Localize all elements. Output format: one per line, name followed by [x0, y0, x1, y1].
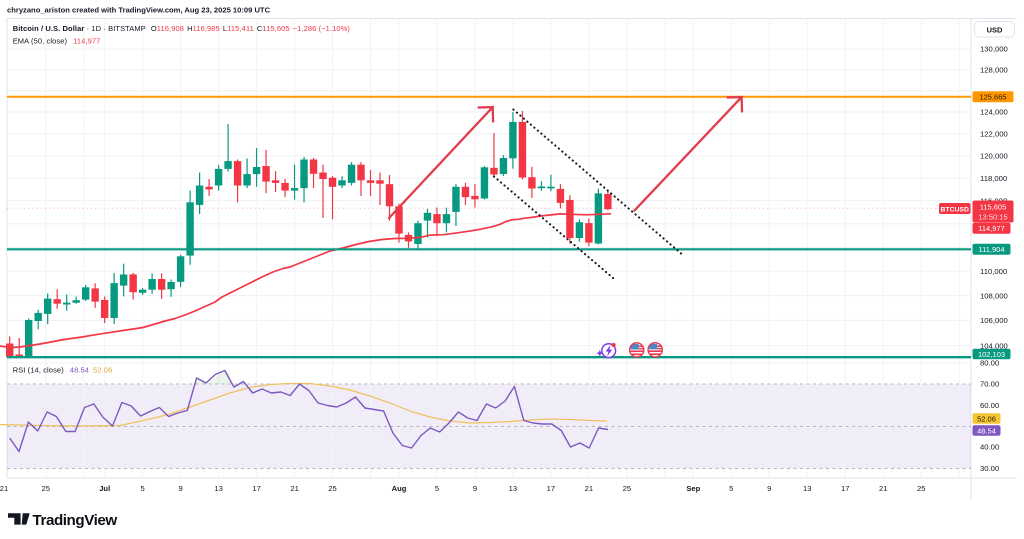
svg-text:Bitcoin / U.S. Dollar · 1D · B: Bitcoin / U.S. Dollar · 1D · BITSTAMP O11… [13, 24, 351, 33]
svg-text:21: 21 [290, 484, 298, 493]
svg-text:9: 9 [767, 484, 771, 493]
svg-text:13: 13 [803, 484, 811, 493]
svg-text:52.06: 52.06 [977, 414, 996, 423]
svg-text:21: 21 [585, 484, 593, 493]
svg-text:40.00: 40.00 [980, 443, 999, 452]
svg-text:Sep: Sep [686, 484, 700, 493]
svg-text:118,000: 118,000 [980, 174, 1007, 183]
svg-text:17: 17 [252, 484, 260, 493]
svg-text:5: 5 [140, 484, 144, 493]
svg-text:9: 9 [178, 484, 182, 493]
svg-text:80.00: 80.00 [980, 359, 999, 368]
svg-text:25: 25 [41, 484, 49, 493]
svg-text:17: 17 [841, 484, 849, 493]
svg-text:70.00: 70.00 [980, 380, 999, 389]
svg-text:130,000: 130,000 [980, 45, 1008, 54]
svg-text:111,904: 111,904 [979, 245, 1005, 254]
svg-text:122,000: 122,000 [980, 129, 1008, 138]
svg-text:48.54: 48.54 [977, 426, 996, 435]
svg-text:BTCUSD: BTCUSD [941, 206, 969, 213]
svg-text:Aug: Aug [392, 484, 407, 493]
svg-text:TradingView: TradingView [33, 512, 118, 529]
svg-text:108,000: 108,000 [980, 291, 1008, 300]
svg-text:25: 25 [328, 484, 336, 493]
svg-text:104,000: 104,000 [980, 341, 1008, 350]
svg-text:21: 21 [0, 484, 8, 493]
svg-text:USD: USD [987, 25, 1003, 34]
svg-text:13: 13 [509, 484, 517, 493]
svg-text:5: 5 [435, 484, 439, 493]
svg-text:9: 9 [473, 484, 477, 493]
svg-text:Jul: Jul [99, 484, 110, 493]
svg-text:106,000: 106,000 [980, 316, 1008, 325]
svg-text:21: 21 [879, 484, 887, 493]
svg-text:25: 25 [623, 484, 631, 493]
svg-text:EMA (50, close)114,977: EMA (50, close) 114,977 [13, 37, 101, 46]
svg-text:5: 5 [729, 484, 733, 493]
svg-text:110,000: 110,000 [980, 267, 1007, 276]
svg-text:17: 17 [547, 484, 555, 493]
svg-text:120,000: 120,000 [980, 151, 1008, 160]
svg-text:30.00: 30.00 [980, 464, 999, 473]
svg-text:128,000: 128,000 [980, 65, 1008, 74]
svg-text:124,000: 124,000 [980, 108, 1008, 117]
svg-text:114,977: 114,977 [978, 224, 1005, 233]
svg-text:125,665: 125,665 [979, 93, 1006, 102]
svg-text:115,605: 115,605 [980, 202, 1007, 211]
svg-text:102,103: 102,103 [978, 350, 1005, 359]
svg-text:60.00: 60.00 [980, 401, 999, 410]
svg-text:13:50:15: 13:50:15 [978, 213, 1007, 222]
svg-text:chryzano_ariston created with: chryzano_ariston created with TradingVie… [7, 6, 271, 15]
svg-text:25: 25 [917, 484, 925, 493]
svg-text:13: 13 [214, 484, 222, 493]
